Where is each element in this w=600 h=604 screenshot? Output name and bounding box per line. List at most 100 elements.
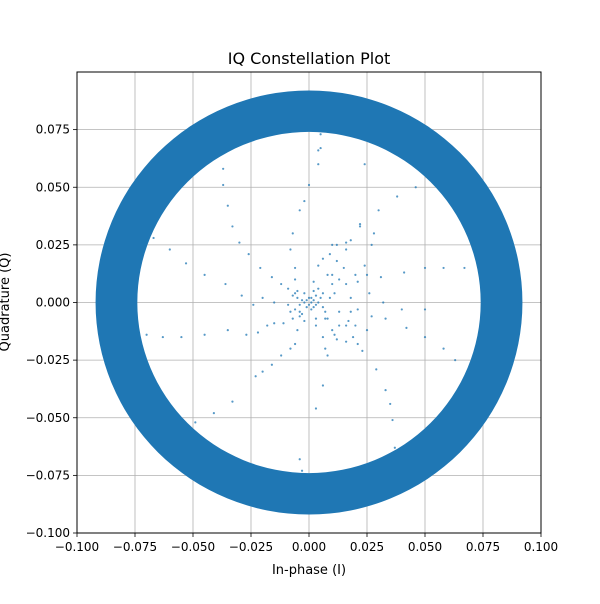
y-tick-label: 0.050 (36, 180, 70, 194)
data-point (303, 319, 306, 323)
data-point (298, 303, 301, 306)
data-point (314, 324, 318, 327)
data-point (314, 294, 318, 297)
data-point (291, 232, 294, 235)
data-point (328, 296, 331, 299)
data-point (349, 239, 352, 242)
data-point (358, 225, 362, 228)
data-point (194, 421, 197, 424)
data-point (259, 266, 262, 270)
data-point (145, 333, 148, 336)
data-point (287, 287, 290, 290)
data-point (270, 276, 273, 279)
data-point (312, 306, 315, 309)
data-point (296, 296, 299, 299)
data-point (328, 252, 331, 256)
data-point (226, 329, 229, 332)
data-point (305, 299, 308, 302)
data-point (168, 248, 171, 251)
data-point (293, 266, 297, 270)
scatter-points (145, 133, 466, 472)
data-point (296, 329, 299, 332)
data-point (307, 296, 311, 299)
data-point (203, 273, 206, 276)
data-point (356, 342, 359, 346)
data-point (354, 324, 357, 327)
data-point (384, 388, 387, 392)
data-point (326, 273, 329, 276)
data-point (303, 301, 306, 304)
data-point (370, 315, 373, 318)
data-point (317, 301, 320, 304)
data-point (335, 259, 338, 263)
data-point (287, 303, 290, 306)
data-point (161, 335, 164, 339)
data-point (240, 294, 243, 297)
data-point (384, 317, 387, 320)
data-point (324, 347, 327, 350)
data-point (291, 317, 294, 320)
data-point (331, 273, 334, 276)
data-point (273, 301, 276, 304)
x-axis-label: In-phase (I) (272, 563, 346, 578)
data-point (400, 308, 403, 311)
data-point (291, 294, 294, 297)
data-point (331, 282, 334, 286)
data-point (356, 280, 359, 283)
x-tick-label: −0.025 (229, 540, 273, 554)
data-point (382, 301, 385, 304)
data-point (314, 317, 318, 320)
data-point (423, 266, 427, 270)
data-point (391, 418, 394, 422)
data-point (289, 347, 292, 350)
data-point (293, 342, 297, 346)
data-point (396, 195, 399, 198)
data-point (335, 243, 338, 246)
data-point (333, 333, 336, 336)
data-point (317, 163, 320, 166)
y-axis-label: Quadrature (Q) (0, 253, 13, 352)
data-point (180, 335, 183, 339)
data-point (317, 264, 320, 267)
data-point (349, 296, 352, 299)
data-point (298, 209, 301, 212)
x-axis-ticks: −0.100 −0.075 −0.050 −0.025 0.000 0.025 0.050 0… (55, 533, 558, 554)
x-tick-label: 0.075 (466, 540, 500, 554)
data-point (365, 273, 369, 276)
data-point (379, 276, 383, 279)
data-point (321, 257, 325, 260)
data-point (403, 271, 406, 274)
data-point (319, 146, 322, 150)
data-point (368, 292, 371, 295)
data-point (342, 266, 345, 270)
y-tick-label: 0.000 (36, 296, 70, 310)
data-point (280, 354, 283, 357)
data-point (231, 400, 234, 403)
data-point (298, 458, 301, 461)
data-point (289, 248, 292, 251)
data-point (338, 324, 341, 327)
x-tick-label: 0.000 (292, 540, 326, 554)
data-point (312, 299, 315, 302)
data-point (345, 282, 348, 286)
data-point (319, 133, 322, 136)
data-point (152, 236, 155, 240)
data-point (423, 335, 427, 339)
y-tick-label: −0.050 (26, 411, 70, 425)
data-point (321, 292, 325, 295)
data-point (238, 241, 241, 244)
data-point (298, 315, 301, 318)
data-point (442, 347, 445, 350)
data-point (414, 186, 417, 189)
y-tick-label: 0.075 (36, 123, 70, 137)
data-point (442, 266, 445, 270)
data-point (363, 264, 366, 267)
data-point (324, 317, 327, 320)
data-point (321, 384, 325, 387)
data-point (345, 340, 348, 343)
data-point (303, 199, 306, 203)
data-point (293, 308, 297, 311)
data-point (307, 303, 311, 306)
data-point (289, 310, 292, 313)
